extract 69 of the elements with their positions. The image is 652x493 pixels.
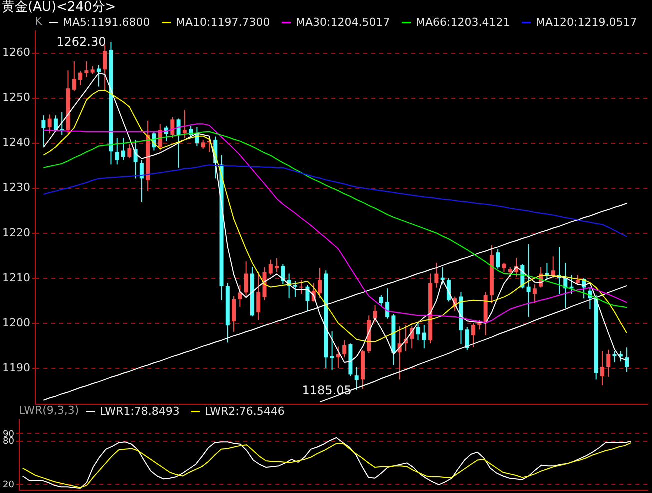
candlestick xyxy=(54,115,58,132)
candlestick xyxy=(244,261,248,296)
candlestick xyxy=(342,340,347,358)
candlestick xyxy=(465,326,470,351)
candlestick xyxy=(232,296,236,332)
candlestick xyxy=(496,248,500,270)
candlestick xyxy=(42,115,46,148)
annotation: 1262.30 xyxy=(56,35,106,50)
legend-label: MA66:1203.4121 xyxy=(416,16,510,29)
candlestick xyxy=(502,262,506,273)
candlestick xyxy=(84,61,89,78)
candlestick xyxy=(48,114,52,134)
candlestick xyxy=(373,304,378,322)
candlestick xyxy=(201,139,206,150)
legend-label: MA10:1197.7300 xyxy=(176,16,270,29)
candlestick xyxy=(281,264,286,286)
legend-label: LWR1:78.8493 xyxy=(100,404,180,418)
candlestick xyxy=(170,116,175,139)
candlestick xyxy=(318,267,322,299)
candlestick xyxy=(275,258,280,273)
y-tick-label: 1200 xyxy=(2,316,30,330)
candlestick xyxy=(306,284,310,312)
y-tick-label: 1250 xyxy=(2,91,30,104)
candlestick xyxy=(354,366,359,391)
chart-title: 黄金(AU)<240分> xyxy=(2,0,116,15)
candlestick xyxy=(176,118,181,168)
candlestick xyxy=(416,322,420,341)
candlestick xyxy=(606,349,611,378)
candlestick xyxy=(434,262,439,288)
candlestick xyxy=(238,284,242,308)
candlestick xyxy=(122,138,126,161)
candlestick xyxy=(140,160,144,203)
y-tick-label: 1260 xyxy=(2,46,30,60)
candlestick xyxy=(625,347,630,373)
candlestick xyxy=(576,274,580,286)
candlestick xyxy=(600,350,604,386)
y-tick-label: 1220 xyxy=(2,226,30,240)
candlestick xyxy=(96,64,101,88)
y-tick-label: 1230 xyxy=(2,181,30,194)
candlestick xyxy=(472,322,476,348)
y-tick-label: 1210 xyxy=(2,271,30,284)
legend-label: MA120:1219.0517 xyxy=(536,16,638,29)
candlestick xyxy=(256,272,261,321)
y-tick-label: 20 xyxy=(3,480,15,491)
candlestick xyxy=(526,244,531,318)
annotation: 1185.05 xyxy=(302,383,352,398)
line-series xyxy=(43,164,628,238)
candlestick xyxy=(293,280,298,298)
candlestick xyxy=(379,294,384,307)
legend-title: LWR(9,3,3) xyxy=(19,404,80,417)
candlestick xyxy=(182,110,187,139)
legend-label: MA30:1204.5017 xyxy=(296,16,390,29)
candlestick xyxy=(508,266,512,278)
candlestick xyxy=(422,324,426,350)
candlestick xyxy=(128,144,132,159)
y-tick-label: 1190 xyxy=(2,361,30,374)
y-tick-label: 80 xyxy=(3,437,15,448)
legend-label: LWR2:76.5446 xyxy=(205,404,285,418)
legend-label: MA5:1191.6800 xyxy=(63,16,150,29)
candlestick xyxy=(72,61,76,92)
candlestick xyxy=(532,284,537,304)
candlestick xyxy=(330,330,334,371)
legend-title: K xyxy=(35,15,43,28)
candlestick xyxy=(115,138,120,166)
y-tick-label: 1240 xyxy=(2,136,30,150)
candlestick xyxy=(386,288,390,320)
candlestick xyxy=(336,346,340,369)
candlestick xyxy=(268,259,273,276)
candlestick xyxy=(78,70,83,86)
